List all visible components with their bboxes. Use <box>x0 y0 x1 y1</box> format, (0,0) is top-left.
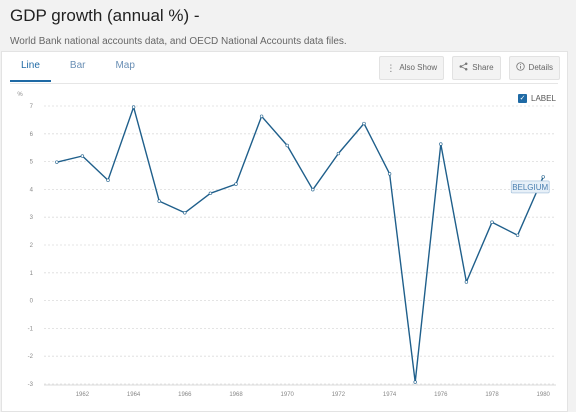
data-point <box>336 151 341 156</box>
y-tick-label: 5 <box>30 160 34 166</box>
chart-actions: ⋮ Also Show Share Details <box>379 56 560 80</box>
x-tick-label: 1968 <box>229 392 243 398</box>
y-tick-label: 0 <box>30 299 34 305</box>
tab-line[interactable]: Line <box>10 52 51 82</box>
tab-map[interactable]: Map <box>115 60 135 71</box>
tab-divider <box>10 83 558 84</box>
x-tick-label: 1962 <box>76 392 90 398</box>
data-point <box>55 160 59 164</box>
data-point <box>311 187 315 192</box>
data-point <box>106 178 110 182</box>
data-point <box>413 380 417 384</box>
x-tick-label: 1976 <box>434 392 448 398</box>
chart-type-tabs: Line Bar Map <box>10 52 154 82</box>
data-point <box>362 121 366 126</box>
details-label: Details <box>528 63 553 72</box>
y-tick-label: 2 <box>30 243 34 249</box>
x-tick-label: 1974 <box>383 392 397 398</box>
y-tick-label: -2 <box>28 354 34 360</box>
x-tick-label: 1966 <box>178 392 192 398</box>
data-point <box>131 105 136 109</box>
data-point <box>515 233 520 237</box>
chart-panel <box>1 51 568 412</box>
also-show-label: Also Show <box>399 63 438 72</box>
y-tick-label: -1 <box>28 326 34 332</box>
y-tick-label: -3 <box>28 382 34 388</box>
y-tick-label: 4 <box>30 187 34 193</box>
data-point <box>183 211 187 215</box>
data-point <box>234 182 238 186</box>
data-point <box>490 220 494 224</box>
y-tick-label: 7 <box>30 104 34 110</box>
x-tick-label: 1980 <box>537 392 551 398</box>
details-button[interactable]: Details <box>508 56 560 80</box>
series-label: BELGIUM <box>512 183 548 192</box>
tab-bar[interactable]: Bar <box>69 60 86 71</box>
checkbox-checked-icon[interactable]: ✓ <box>518 94 527 103</box>
series-label-box <box>510 180 550 194</box>
page-title: GDP growth (annual %) - <box>10 6 200 25</box>
x-tick-label: 1964 <box>127 392 141 398</box>
also-show-button[interactable]: ⋮ Also Show <box>379 56 445 80</box>
data-point <box>285 143 289 148</box>
vertical-ellipsis-icon: ⋮ <box>386 63 396 73</box>
share-button[interactable]: Share <box>452 56 501 80</box>
y-tick-label: 1 <box>30 271 34 277</box>
share-icon <box>459 57 468 79</box>
info-icon <box>515 57 525 79</box>
page-subtitle: World Bank national accounts data, and O… <box>10 36 347 47</box>
x-tick-label: 1972 <box>332 392 346 398</box>
data-point <box>439 142 443 146</box>
label-toggle-text: LABEL <box>531 94 556 103</box>
y-axis-unit-label: % <box>17 92 23 98</box>
data-point <box>259 114 264 118</box>
label-toggle[interactable]: ✓ LABEL <box>518 94 556 103</box>
share-label: Share <box>472 63 494 72</box>
data-point <box>541 175 545 179</box>
y-tick-label: 3 <box>30 215 34 221</box>
data-point <box>464 280 469 284</box>
data-point <box>208 191 213 195</box>
x-tick-label: 1978 <box>485 392 499 398</box>
data-point <box>80 154 85 158</box>
y-tick-label: 6 <box>30 132 34 138</box>
data-point <box>157 199 161 203</box>
data-point <box>387 172 392 176</box>
series-line <box>56 106 544 383</box>
x-tick-label: 1970 <box>281 392 295 398</box>
